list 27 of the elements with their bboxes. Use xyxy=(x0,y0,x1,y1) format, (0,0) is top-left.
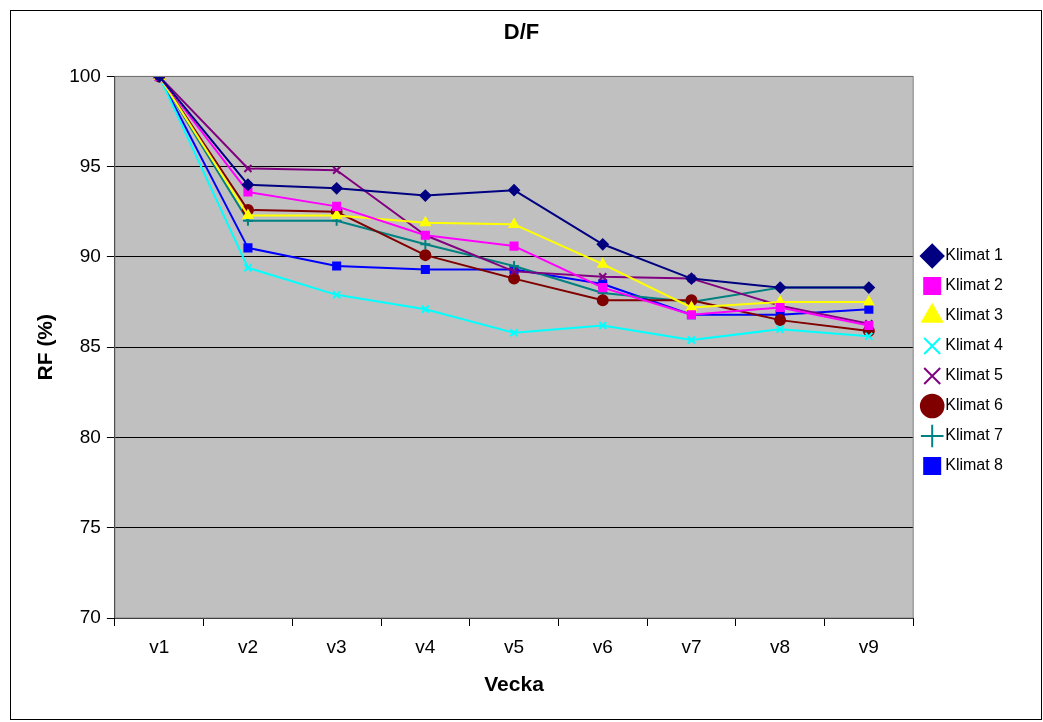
y-tick-label: 80 xyxy=(79,425,101,447)
x-tick-label: v5 xyxy=(504,635,525,657)
legend-label: Klimat 7 xyxy=(945,426,1004,444)
x-tick-label: v3 xyxy=(326,635,347,657)
legend-label: Klimat 6 xyxy=(945,396,1004,414)
legend-label: Klimat 1 xyxy=(945,246,1004,264)
legend-label: Klimat 5 xyxy=(945,366,1004,384)
legend-label: Klimat 2 xyxy=(945,276,1004,294)
legend-label: Klimat 3 xyxy=(945,306,1004,324)
y-tick-label: 95 xyxy=(79,154,101,176)
y-tick-label: 90 xyxy=(79,245,101,267)
y-tick-label: 70 xyxy=(79,606,101,628)
y-tick-label: 75 xyxy=(79,515,101,537)
x-tick-label: v4 xyxy=(415,635,436,657)
x-tick-label: v6 xyxy=(592,635,613,657)
x-tick-label: v7 xyxy=(681,635,702,657)
legend-label: Klimat 8 xyxy=(945,456,1004,474)
legend-label: Klimat 4 xyxy=(945,336,1004,354)
x-tick-label: v2 xyxy=(237,635,258,657)
x-axis-title: Vecka xyxy=(484,672,545,696)
y-axis-title: RF (%) xyxy=(33,313,57,381)
x-tick-label: v8 xyxy=(770,635,791,657)
x-tick-label: v1 xyxy=(149,635,170,657)
x-tick-label: v9 xyxy=(858,635,879,657)
y-tick-label: 100 xyxy=(69,64,101,86)
y-tick-label: 85 xyxy=(79,335,101,357)
chart-title: D/F xyxy=(503,19,540,45)
